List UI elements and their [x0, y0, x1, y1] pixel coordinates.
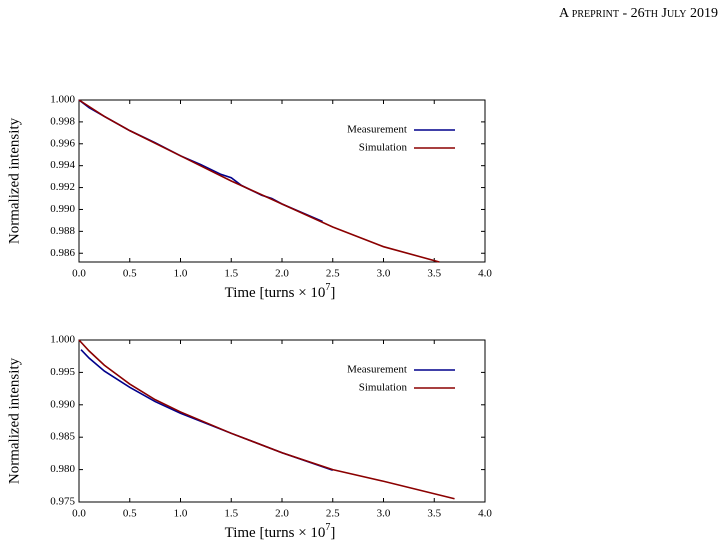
series-line — [78, 99, 440, 263]
x-axis-label-end: ] — [330, 525, 335, 541]
x-axis-label-main: Time [turns × 10 — [225, 525, 326, 541]
x-axis-label-exponent: 7 — [325, 522, 330, 533]
x-tick-label: 0.0 — [72, 508, 86, 520]
y-tick-label: 0.992 — [50, 181, 75, 193]
x-tick-label: 2.5 — [326, 268, 340, 280]
y-axis-label: Normalized intensity — [6, 357, 22, 484]
x-tick-label: 2.5 — [326, 508, 340, 520]
y-tick-label: 0.996 — [50, 137, 75, 149]
x-axis-label: Time [turns × 107] — [225, 282, 336, 301]
y-tick-label: 0.985 — [50, 431, 75, 443]
y-tick-label: 0.986 — [50, 247, 75, 259]
y-tick-label: 0.990 — [50, 203, 75, 215]
y-tick-label: 0.995 — [50, 366, 75, 378]
x-tick-label: 1.0 — [174, 268, 188, 280]
x-tick-label: 2.0 — [275, 508, 289, 520]
x-tick-label: 4.0 — [478, 268, 492, 280]
x-tick-label: 1.0 — [174, 508, 188, 520]
y-axis-label: Normalized intensity — [6, 117, 22, 244]
y-tick-label: 0.990 — [50, 398, 75, 410]
x-axis-label-exponent: 7 — [325, 282, 330, 293]
x-tick-label: 3.5 — [427, 268, 441, 280]
series-line — [80, 349, 334, 472]
y-tick-label: 0.988 — [50, 225, 75, 237]
x-tick-label: 4.0 — [478, 508, 492, 520]
x-tick-label: 0.5 — [123, 508, 137, 520]
x-tick-label: 0.5 — [123, 268, 137, 280]
running-header: A preprint - 26th July 2019 — [559, 6, 718, 21]
x-axis-label-main: Time [turns × 10 — [225, 285, 326, 301]
x-tick-label: 3.5 — [427, 508, 441, 520]
y-tick-label: 1.000 — [50, 334, 75, 346]
x-axis-label-end: ] — [330, 285, 335, 301]
legend-label: Simulation — [359, 382, 408, 394]
x-tick-label: 3.0 — [377, 268, 391, 280]
y-tick-label: 1.000 — [50, 94, 75, 106]
x-tick-label: 0.0 — [72, 268, 86, 280]
x-tick-label: 3.0 — [377, 508, 391, 520]
series-line — [78, 99, 323, 223]
series-line — [78, 339, 455, 500]
legend-label: Measurement — [347, 364, 407, 376]
x-tick-label: 2.0 — [275, 268, 289, 280]
x-tick-label: 1.5 — [224, 268, 238, 280]
x-axis-label: Time [turns × 107] — [225, 522, 336, 541]
y-tick-label: 0.980 — [50, 463, 75, 475]
plot-frame — [78, 99, 486, 263]
y-tick-label: 0.998 — [50, 115, 75, 127]
legend-label: Simulation — [359, 142, 408, 154]
y-tick-label: 0.975 — [50, 496, 75, 508]
plot-frame — [78, 339, 486, 503]
y-tick-label: 0.994 — [50, 159, 75, 171]
x-tick-label: 1.5 — [224, 508, 238, 520]
legend-label: Measurement — [347, 124, 407, 136]
